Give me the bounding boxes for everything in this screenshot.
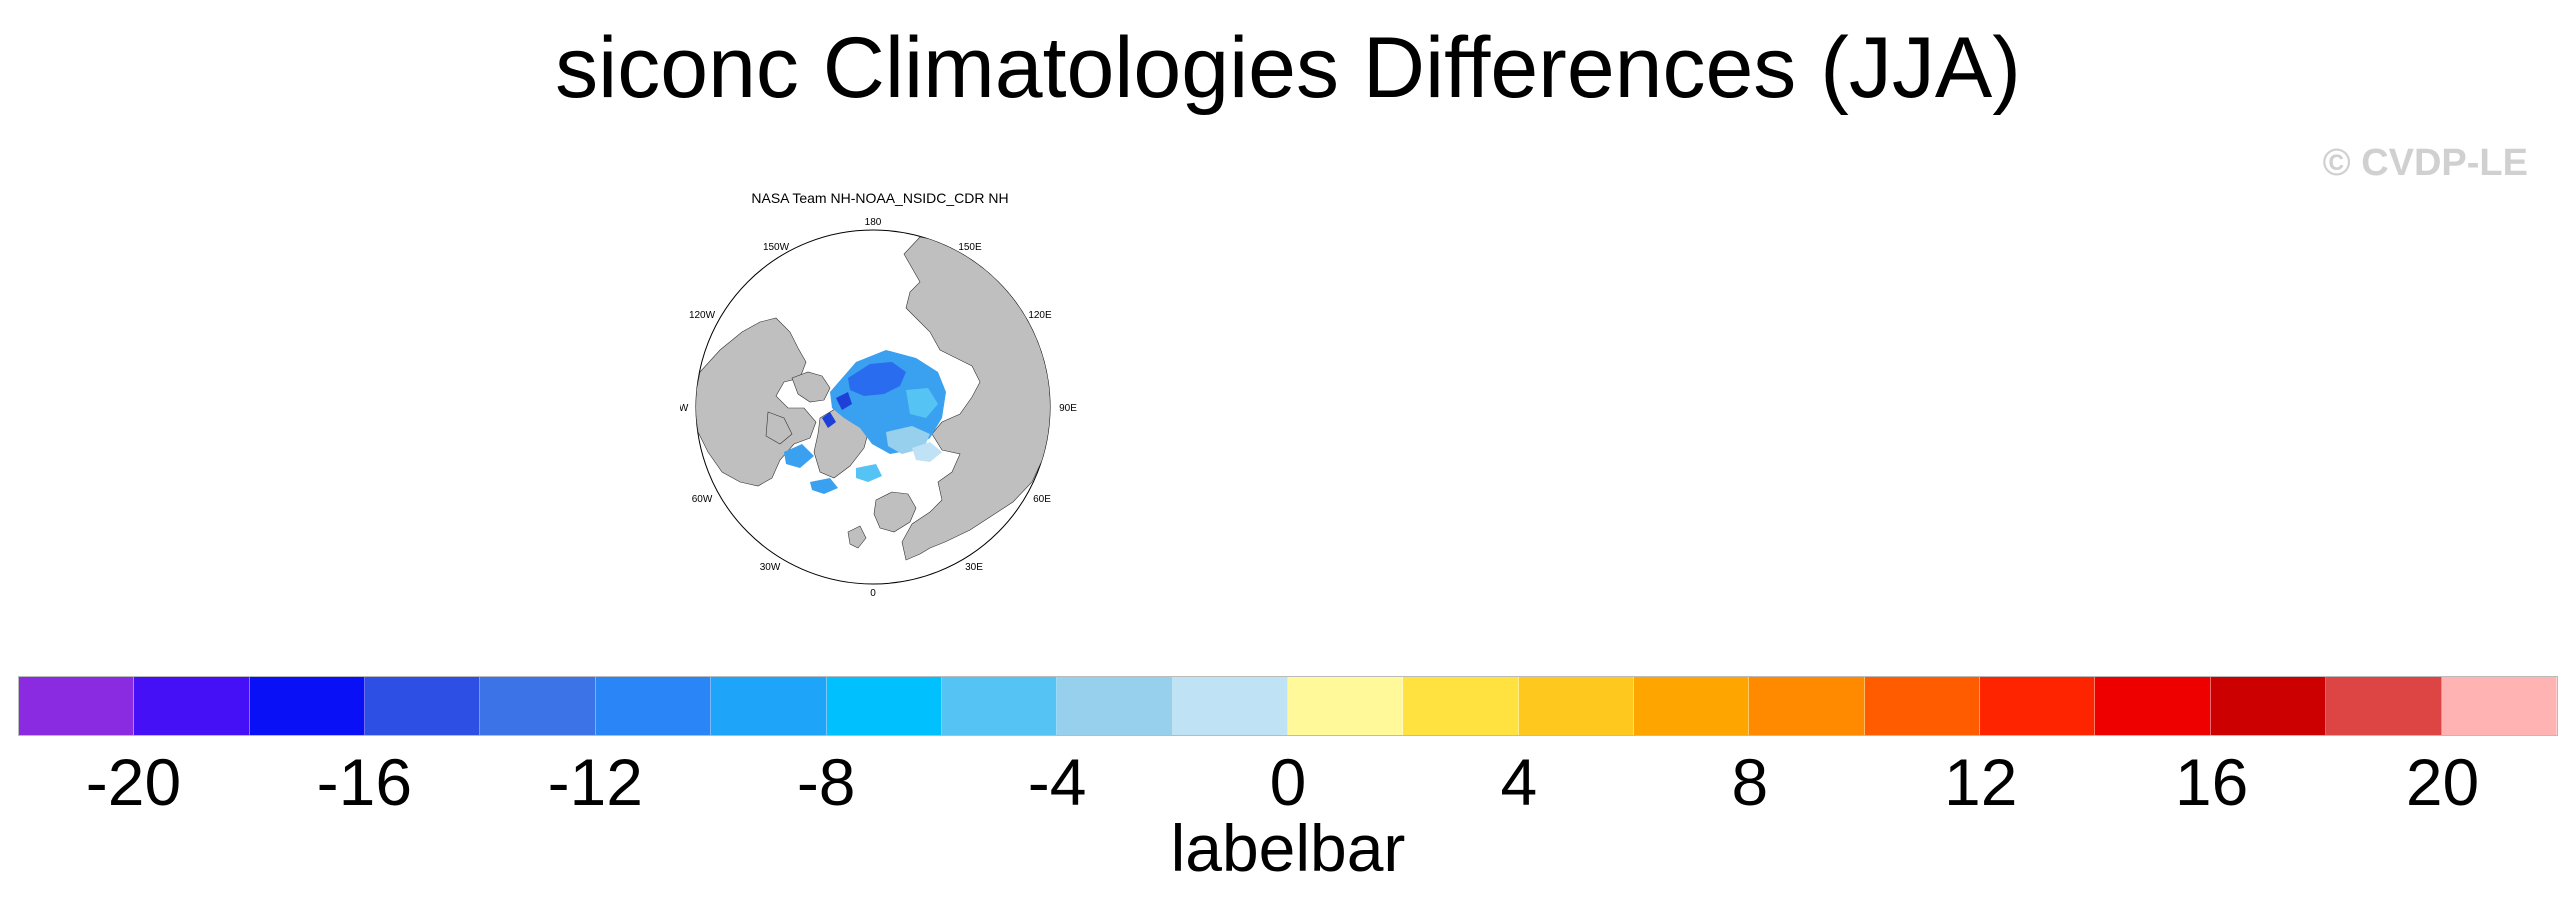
colorbar-swatch: [1749, 677, 1865, 735]
lon-label-180: 180: [865, 217, 882, 228]
colorbar-swatch: [365, 677, 481, 735]
colorbar-swatch: [1518, 677, 1635, 735]
colorbar-tick-labels: -20 -16 -12 -8 -4 0 4 8 12 16 20: [0, 742, 2576, 822]
lon-label-150e: 150E: [958, 242, 982, 253]
colorbar-swatch: [1980, 677, 2096, 735]
colorbar-swatch: [595, 677, 712, 735]
cvdp-le-watermark: © CVDP-LE: [2322, 142, 2528, 184]
lon-label-120w: 120W: [689, 310, 716, 321]
colorbar-swatch: [2095, 677, 2211, 735]
colorbar-tick-label: 0: [1269, 745, 1307, 819]
colorbar-tick-label: -8: [796, 745, 856, 819]
colorbar-tick-label: 12: [1944, 745, 2018, 819]
scandinavia-landmass: [873, 491, 917, 533]
lon-label-120e: 120E: [1028, 310, 1052, 321]
colorbar-tick-label: -20: [85, 745, 182, 819]
colorbar-swatch: [1057, 677, 1173, 735]
canadian-archipelago: [791, 371, 831, 403]
colorbar-swatch: [2210, 677, 2327, 735]
colorbar-tick-label: 4: [1500, 745, 1538, 819]
colorbar-swatch: [480, 677, 596, 735]
lon-label-30w: 30W: [760, 562, 781, 573]
lon-label-90e: 90E: [1059, 403, 1077, 414]
eurasia-landmass: [901, 236, 1050, 561]
figure-title: siconc Climatologies Differences (JJA): [555, 20, 2021, 116]
colorbar-swatch: [1287, 677, 1404, 735]
colorbar-swatch: [941, 677, 1058, 735]
lon-label-90w: 90W: [680, 403, 689, 414]
lon-label-60w: 60W: [692, 494, 713, 505]
lon-label-0: 0: [870, 588, 876, 599]
longitude-labels: 180 150E 120E 90E 60E 30E 0 30W 60W 90W …: [680, 217, 1077, 599]
colorbar-swatch: [1634, 677, 1750, 735]
colorbar-swatch: [1172, 677, 1288, 735]
north-america-landmass: [696, 317, 817, 487]
colorbar-tick-label: -4: [1027, 745, 1087, 819]
colorbar-tick-label: -12: [547, 745, 643, 819]
colorbar-swatch: [1864, 677, 1981, 735]
colorbar-swatch: [711, 677, 827, 735]
baffin-island: [765, 411, 793, 445]
panel-title: NASA Team NH-NOAA_NSIDC_CDR NH: [751, 190, 1009, 206]
colorbar-swatch: [19, 677, 135, 735]
colorbar-swatch: [2441, 677, 2557, 735]
colorbar-label: labelbar: [1170, 811, 1406, 885]
lon-label-30e: 30E: [965, 562, 983, 573]
colorbar-tick-label: 8: [1731, 745, 1769, 819]
polar-map-panel: NASA Team NH-NOAA_NSIDC_CDR NH: [680, 182, 1080, 602]
british-isles: [847, 525, 867, 549]
colorbar-swatch: [134, 677, 250, 735]
colorbar: [18, 676, 2558, 736]
colorbar-tick-label: -16: [316, 745, 413, 819]
lon-label-60e: 60E: [1033, 494, 1051, 505]
sea-ice-difference-field: [784, 350, 946, 494]
colorbar-swatch: [1403, 677, 1519, 735]
lon-label-150w: 150W: [763, 242, 790, 253]
colorbar-swatch: [2326, 677, 2442, 735]
colorbar-tick-label: 20: [2405, 745, 2480, 819]
north-polar-stereographic-map: 180 150E 120E 90E 60E 30E 0 30W 60W 90W …: [680, 217, 1077, 599]
colorbar-tick-label: 16: [2174, 745, 2249, 819]
colorbar-swatch: [826, 677, 942, 735]
colorbar-swatch: [249, 677, 366, 735]
